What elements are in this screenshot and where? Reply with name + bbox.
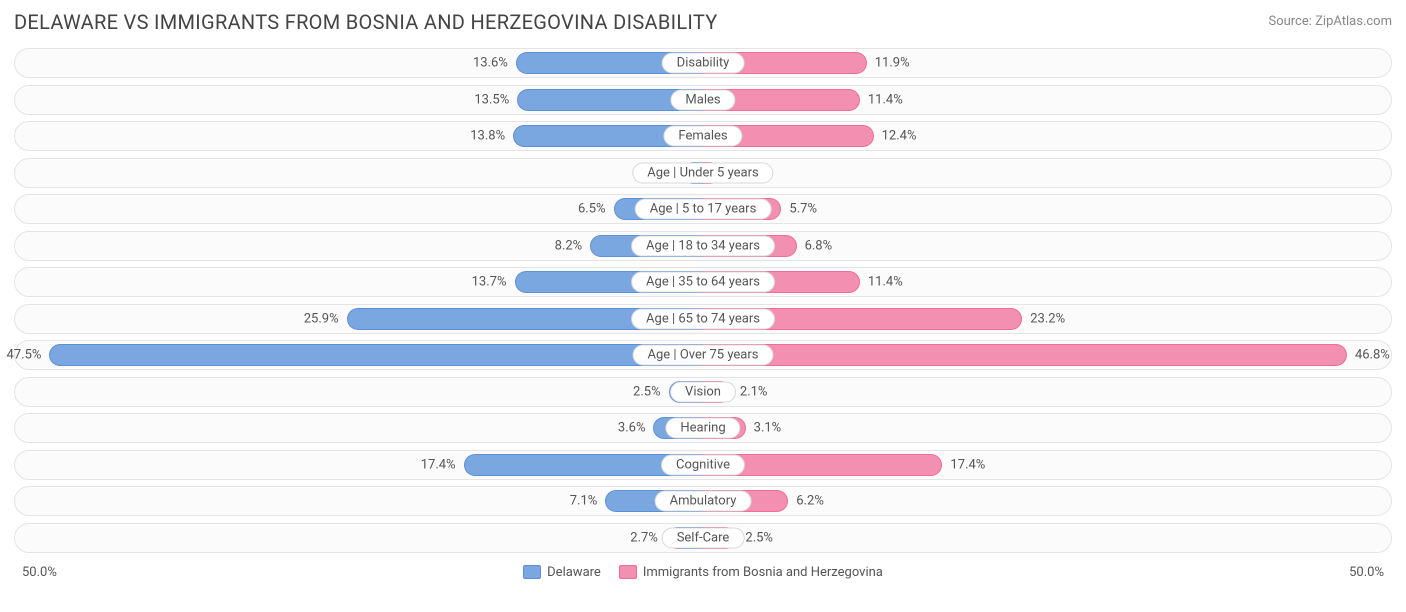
chart-title: DELAWARE VS IMMIGRANTS FROM BOSNIA AND H…: [14, 10, 718, 34]
value-left: 13.8%: [470, 129, 505, 144]
value-left: 3.6%: [618, 421, 646, 436]
chart-header: DELAWARE VS IMMIGRANTS FROM BOSNIA AND H…: [14, 10, 1392, 34]
chart-row: 13.7% 11.4% Age | 35 to 64 years: [14, 267, 1392, 297]
category-label: Disability: [662, 53, 745, 74]
legend: Delaware Immigrants from Bosnia and Herz…: [523, 565, 883, 580]
chart-row: 13.8% 12.4% Females: [14, 121, 1392, 151]
legend-swatch-icon: [523, 565, 541, 579]
chart-row: 2.7% 2.5%Self-Care: [14, 523, 1392, 553]
legend-item-left: Delaware: [523, 565, 601, 580]
legend-swatch-icon: [619, 565, 637, 579]
chart-row: 3.6% 3.1% Hearing: [14, 413, 1392, 443]
axis-max-right: 50.0%: [1349, 565, 1384, 580]
value-right: 2.5%: [745, 530, 773, 545]
category-label: Age | 18 to 34 years: [631, 235, 775, 256]
chart-source: Source: ZipAtlas.com: [1268, 14, 1392, 29]
chart-row: 6.5% 5.7% Age | 5 to 17 years: [14, 194, 1392, 224]
chart-row: 17.4% 17.4% Cognitive: [14, 450, 1392, 480]
category-label: Age | Over 75 years: [633, 345, 774, 366]
chart-row: 8.2% 6.8% Age | 18 to 34 years: [14, 231, 1392, 261]
diverging-bar-chart: 13.6% 11.9% Disability 13.5% 11.4% Males 13.8%…: [14, 48, 1392, 553]
chart-row: 13.5% 11.4% Males: [14, 85, 1392, 115]
chart-row: 47.5%46.8%Age | Over 75 years: [14, 340, 1392, 370]
value-left: 7.1%: [570, 494, 598, 509]
value-left: 25.9%: [304, 311, 339, 326]
category-label: Age | Under 5 years: [632, 162, 773, 183]
category-label: Females: [663, 126, 742, 147]
category-label: Age | 65 to 74 years: [631, 308, 775, 329]
category-label: Age | 35 to 64 years: [631, 272, 775, 293]
value-right: 6.8%: [805, 238, 833, 253]
category-label: Self-Care: [662, 527, 745, 548]
category-label: Cognitive: [661, 454, 745, 475]
category-label: Ambulatory: [655, 491, 752, 512]
legend-label-right: Immigrants from Bosnia and Herzegovina: [643, 565, 883, 580]
category-label: Age | 5 to 17 years: [635, 199, 772, 220]
category-label: Males: [670, 89, 735, 110]
value-left: 2.5%: [633, 384, 661, 399]
chart-row: 2.5% 2.1% Vision: [14, 377, 1392, 407]
bar-left: [49, 344, 703, 366]
value-left: 8.2%: [555, 238, 583, 253]
value-left: 13.5%: [474, 92, 509, 107]
category-label: Hearing: [665, 418, 740, 439]
legend-item-right: Immigrants from Bosnia and Herzegovina: [619, 565, 883, 580]
value-left: 17.4%: [421, 457, 456, 472]
bar-right: [703, 344, 1347, 366]
chart-row: 1.5%1.3%Age | Under 5 years: [14, 158, 1392, 188]
value-right: 2.1%: [740, 384, 768, 399]
value-right: 6.2%: [796, 494, 824, 509]
value-right: 46.8%: [1355, 348, 1390, 363]
value-right: 11.4%: [868, 92, 903, 107]
value-left: 47.5%: [7, 348, 42, 363]
chart-row: 25.9% 23.2% Age | 65 to 74 years: [14, 304, 1392, 334]
value-right: 11.9%: [875, 56, 910, 71]
value-left: 2.7%: [630, 530, 658, 545]
value-left: 6.5%: [578, 202, 606, 217]
chart-footer: 50.0% Delaware Immigrants from Bosnia an…: [14, 559, 1392, 585]
chart-row: 7.1% 6.2% Ambulatory: [14, 486, 1392, 516]
value-left: 13.7%: [472, 275, 507, 290]
axis-max-left: 50.0%: [22, 565, 57, 580]
value-right: 17.4%: [950, 457, 985, 472]
category-label: Vision: [670, 381, 736, 402]
legend-label-left: Delaware: [547, 565, 601, 580]
value-left: 13.6%: [473, 56, 508, 71]
value-right: 5.7%: [789, 202, 817, 217]
chart-row: 13.6% 11.9% Disability: [14, 48, 1392, 78]
value-right: 11.4%: [868, 275, 903, 290]
value-right: 12.4%: [882, 129, 917, 144]
value-right: 3.1%: [754, 421, 782, 436]
value-right: 23.2%: [1030, 311, 1065, 326]
